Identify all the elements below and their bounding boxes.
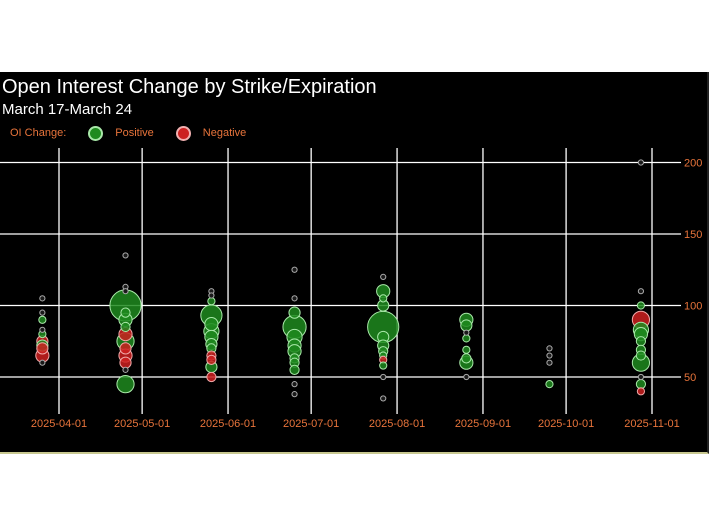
- positive-oi-bubble: [289, 364, 300, 375]
- positive-oi-bubble: [204, 316, 219, 332]
- positive-oi-bubble: [462, 345, 471, 354]
- positive-oi-bubble: [636, 301, 646, 310]
- positive-oi-bubble: [39, 326, 46, 333]
- chart-panel: [0, 72, 709, 454]
- positive-oi-bubble: [291, 295, 298, 302]
- positive-oi-bubble: [546, 359, 553, 366]
- x-tick-label: 2025-10-01: [538, 418, 594, 430]
- legend-title: OI Change:: [10, 127, 67, 139]
- positive-oi-bubble: [545, 380, 554, 389]
- positive-oi-bubble: [637, 159, 645, 166]
- positive-oi-bubble: [38, 315, 47, 324]
- positive-oi-bubble: [546, 345, 553, 352]
- positive-oi-bubble: [122, 252, 129, 259]
- positive-oi-bubble: [637, 288, 645, 295]
- x-tick-label: 2025-04-01: [31, 418, 87, 430]
- positive-oi-bubble: [546, 352, 553, 359]
- legend-positive-label: Positive: [115, 127, 154, 139]
- positive-oi-bubble: [380, 273, 387, 280]
- legend: OI Change: Positive Negative: [10, 124, 268, 142]
- positive-oi-bubble: [463, 373, 470, 381]
- chart-subtitle: March 17-March 24: [2, 101, 133, 118]
- legend-negative-marker: [175, 125, 191, 141]
- positive-oi-bubble: [380, 395, 387, 402]
- positive-oi-bubble: [208, 292, 215, 299]
- negative-oi-bubble: [36, 342, 49, 355]
- positive-oi-bubble: [291, 381, 298, 388]
- negative-oi-bubble: [119, 342, 132, 355]
- positive-oi-bubble: [122, 288, 129, 295]
- x-tick-label: 2025-07-01: [283, 418, 339, 430]
- chart-title: Open Interest Change by Strike/Expiratio…: [2, 76, 377, 98]
- positive-oi-bubble: [207, 297, 216, 306]
- positive-oi-bubble: [380, 373, 387, 381]
- positive-oi-bubble: [39, 309, 46, 316]
- positive-oi-bubble: [120, 307, 131, 318]
- x-tick-label: 2025-09-01: [455, 418, 511, 430]
- positive-oi-bubble: [635, 336, 647, 347]
- negative-oi-bubble: [206, 354, 217, 365]
- negative-oi-bubble: [206, 371, 217, 383]
- y-tick-label: 200: [684, 158, 702, 170]
- positive-oi-bubble: [39, 295, 46, 302]
- positive-oi-bubble: [635, 350, 647, 361]
- legend-positive-marker: [88, 125, 104, 141]
- positive-oi-bubble: [461, 353, 472, 364]
- positive-oi-bubble: [460, 319, 473, 332]
- legend-negative-label: Negative: [202, 127, 247, 139]
- positive-oi-bubble: [379, 361, 388, 370]
- x-tick-label: 2025-11-01: [624, 418, 679, 430]
- positive-oi-bubble: [116, 375, 135, 394]
- positive-oi-bubble: [637, 373, 645, 381]
- x-tick-label: 2025-08-01: [369, 418, 425, 430]
- negative-oi-bubble: [636, 387, 646, 396]
- positive-oi-bubble: [39, 359, 46, 366]
- positive-oi-bubble: [291, 266, 298, 273]
- y-tick-label: 100: [684, 301, 702, 313]
- positive-oi-bubble: [288, 306, 301, 319]
- positive-oi-bubble: [463, 329, 470, 336]
- positive-oi-bubble: [379, 294, 388, 303]
- y-tick-label: 150: [684, 229, 702, 241]
- y-tick-label: 50: [684, 372, 696, 384]
- x-tick-label: 2025-05-01: [114, 418, 170, 430]
- positive-oi-bubble: [120, 321, 131, 333]
- x-tick-label: 2025-06-01: [200, 418, 256, 430]
- positive-oi-bubble: [462, 334, 471, 343]
- negative-oi-bubble: [119, 356, 132, 369]
- positive-oi-bubble: [291, 391, 298, 398]
- positive-oi-bubble: [122, 366, 129, 373]
